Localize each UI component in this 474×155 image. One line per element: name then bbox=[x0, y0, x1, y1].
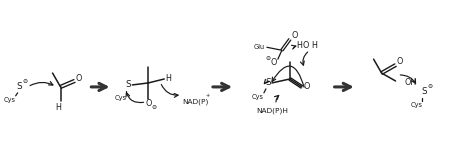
Text: O: O bbox=[292, 31, 298, 40]
Text: O: O bbox=[302, 41, 309, 50]
Text: OH: OH bbox=[404, 78, 417, 87]
Text: Cys: Cys bbox=[410, 102, 422, 108]
Text: S: S bbox=[126, 80, 131, 89]
Text: H: H bbox=[311, 41, 317, 50]
Text: Cys: Cys bbox=[4, 97, 16, 103]
Text: ⊖: ⊖ bbox=[428, 84, 433, 89]
Text: O: O bbox=[396, 57, 403, 66]
Text: NAD(P)H: NAD(P)H bbox=[256, 107, 288, 114]
Text: S: S bbox=[422, 87, 427, 96]
Text: NAD(P): NAD(P) bbox=[182, 99, 209, 105]
Text: ⊖: ⊖ bbox=[265, 56, 270, 61]
Text: ⊖: ⊖ bbox=[22, 80, 27, 84]
Text: S: S bbox=[265, 78, 271, 87]
Text: Cys: Cys bbox=[252, 94, 264, 100]
Text: H: H bbox=[296, 41, 302, 50]
Text: H: H bbox=[55, 103, 62, 112]
Text: ⊖: ⊖ bbox=[152, 105, 157, 110]
Text: O: O bbox=[75, 75, 82, 84]
Text: S: S bbox=[17, 82, 22, 91]
Text: O: O bbox=[271, 58, 277, 67]
Text: Cys: Cys bbox=[114, 95, 127, 101]
Text: O: O bbox=[304, 82, 310, 91]
Text: Glu: Glu bbox=[254, 44, 265, 50]
Text: O: O bbox=[145, 99, 152, 108]
Text: H: H bbox=[165, 75, 171, 84]
Text: $^+$: $^+$ bbox=[204, 94, 211, 100]
